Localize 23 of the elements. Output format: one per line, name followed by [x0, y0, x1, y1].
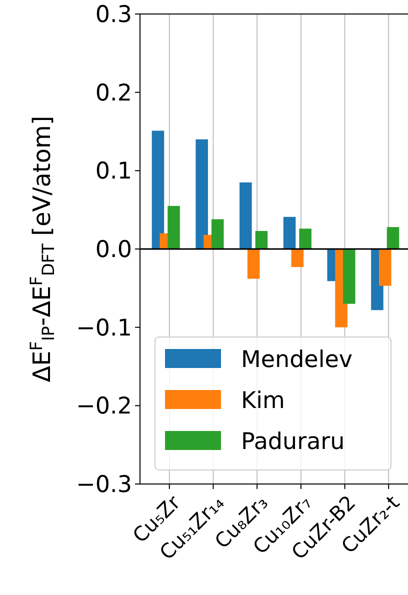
legend-label: Paduraru: [241, 429, 345, 456]
y-tick-label: 0.0: [95, 237, 132, 264]
bar: [378, 249, 392, 286]
y-tick-label: −0.3: [76, 472, 132, 498]
legend-label: Kim: [241, 388, 285, 414]
y-tick-label: −0.1: [76, 315, 132, 342]
bar: [240, 182, 252, 249]
bar: [168, 206, 180, 249]
legend-label: Mendelev: [241, 347, 352, 374]
bar: [196, 139, 208, 249]
y-tick-label: 0.3: [95, 2, 132, 28]
y-tick-label: 0.2: [95, 80, 132, 106]
bar: [291, 249, 304, 268]
bar: [152, 130, 164, 249]
bar: [283, 216, 296, 249]
y-tick-label: 0.1: [95, 158, 132, 185]
bar: [211, 219, 224, 249]
y-tick-label: −0.2: [76, 394, 132, 420]
bar: [299, 228, 312, 249]
bar: [343, 249, 356, 304]
bar: [247, 249, 260, 279]
bar: [255, 230, 268, 249]
bar: [386, 227, 400, 249]
